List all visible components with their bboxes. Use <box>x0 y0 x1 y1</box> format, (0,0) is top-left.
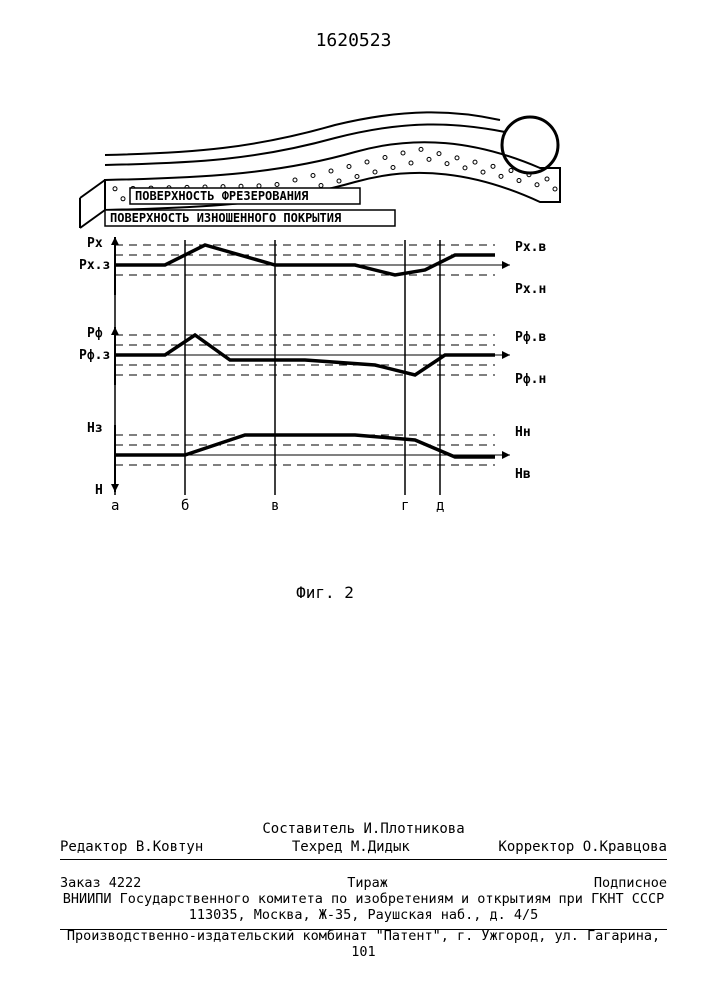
credits-block: Составитель И.Плотникова Редактор В.Ковт… <box>60 821 667 860</box>
svg-text:Pх: Pх <box>87 236 103 251</box>
svg-text:б: б <box>181 498 189 514</box>
svg-text:Hз: Hз <box>87 421 103 436</box>
page-number: 1620523 <box>0 30 707 51</box>
svg-text:ПОВЕРХНОСТЬ ИЗНОШЕННОГО ПОКРЫТ: ПОВЕРХНОСТЬ ИЗНОШЕННОГО ПОКРЫТИЯ <box>110 211 341 225</box>
order-block: Заказ 4222 Тираж Подписное ВНИИПИ Госуда… <box>60 875 667 930</box>
svg-text:в: в <box>271 498 279 514</box>
editor: Редактор В.Ковтун <box>60 839 203 855</box>
svg-text:Pх.н: Pх.н <box>515 282 546 297</box>
svg-text:Pф.в: Pф.в <box>515 330 546 345</box>
figure-svg: ПОВЕРХНОСТЬ ФРЕЗЕРОВАНИЯ ПОВЕРХНОСТЬ ИЗНО… <box>75 90 575 570</box>
svg-text:Pф.н: Pф.н <box>515 372 546 387</box>
svg-text:а: а <box>111 498 119 514</box>
figure: ПОВЕРХНОСТЬ ФРЕЗЕРОВАНИЯ ПОВЕРХНОСТЬ ИЗНО… <box>75 90 575 602</box>
svg-text:H: H <box>95 483 103 498</box>
techred: Техред М.Дидык <box>292 839 410 855</box>
svg-text:г: г <box>401 498 409 514</box>
order-tirazh: Тираж <box>347 875 388 891</box>
svg-text:Pх.з: Pх.з <box>79 258 110 273</box>
figure-caption: Фиг. 2 <box>75 583 575 602</box>
order-num: Заказ 4222 <box>60 875 141 891</box>
svg-text:Hн: Hн <box>515 425 531 440</box>
corrector: Корректор О.Кравцова <box>498 839 667 855</box>
order-podpisnoe: Подписное <box>594 875 667 891</box>
order-line3: 113035, Москва, Ж-35, Раушская наб., д. … <box>60 907 667 923</box>
svg-text:д: д <box>436 498 444 514</box>
svg-text:Pф: Pф <box>87 326 103 341</box>
footer: Производственно-издательский комбинат "П… <box>60 928 667 960</box>
svg-text:Pх.в: Pх.в <box>515 240 546 255</box>
compiler: Составитель И.Плотникова <box>60 821 667 837</box>
svg-text:ПОВЕРХНОСТЬ ФРЕЗЕРОВАНИЯ: ПОВЕРХНОСТЬ ФРЕЗЕРОВАНИЯ <box>135 189 308 203</box>
svg-text:Pф.з: Pф.з <box>79 348 110 363</box>
order-line2: ВНИИПИ Государственного комитета по изоб… <box>60 891 667 907</box>
svg-text:Hв: Hв <box>515 467 531 482</box>
